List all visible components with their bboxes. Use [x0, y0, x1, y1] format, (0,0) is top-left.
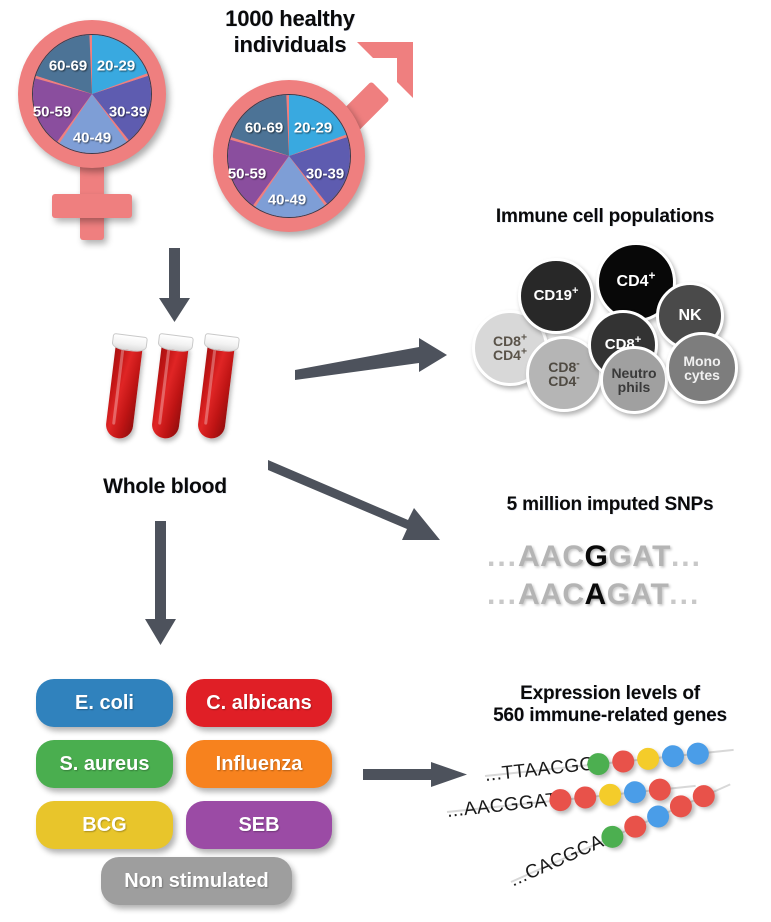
expression-heading: Expression levels of 560 immune-related …: [450, 683, 770, 728]
blood-tube: [196, 333, 240, 440]
expression-heading-line1: Expression levels of: [520, 683, 700, 704]
snp-right-bases: GAT: [608, 540, 671, 573]
tube-highlight: [112, 348, 125, 425]
immune-cell-heading: Immune cell populations: [495, 206, 715, 227]
stimulus-box-influenza[interactable]: Influenza: [186, 740, 332, 788]
snp-suffix-dots: ...: [669, 578, 701, 611]
tube-highlight: [158, 348, 171, 425]
arrow-blood-to-stimuli: [145, 521, 176, 645]
blood-tube-body: [104, 342, 143, 440]
stimulus-box-c-albicans[interactable]: C. albicans: [186, 679, 332, 727]
page-title-line1: 1000 healthy: [225, 6, 355, 31]
strand-bead: [660, 744, 686, 769]
male-age-pie-chart: [227, 94, 351, 218]
stimulus-box-seb[interactable]: SEB: [186, 801, 332, 849]
snp-right-bases: GAT: [606, 578, 670, 611]
immune-cell-cd8neg-cd4neg: CD8- CD4-: [526, 336, 602, 412]
snp-variant-base: G: [584, 540, 609, 573]
snp-prefix-dots: ...: [487, 540, 519, 573]
female-symbol-crossbar: [52, 194, 132, 218]
strand-sequence: ...TTAACGG: [483, 753, 596, 786]
page-title: 1000 healthy individuals: [175, 6, 405, 58]
strand-bead: [643, 801, 673, 832]
immune-cell-cd19pos: CD19+: [518, 258, 594, 334]
blood-tube: [150, 333, 194, 440]
strand-bead: [689, 781, 719, 811]
expression-heading-line2: 560 immune-related genes: [493, 705, 727, 727]
stimulus-box-bcg[interactable]: BCG: [36, 801, 173, 849]
immune-cell-neutrophils: Neutro phils: [600, 346, 668, 414]
strand-bead: [611, 749, 636, 774]
cell-label-line2: CD4-: [548, 372, 580, 389]
strand-bead: [685, 741, 710, 766]
blood-tube-body: [150, 342, 189, 440]
snp-left-bases: AAC: [518, 540, 585, 573]
snp-variant-base: A: [584, 578, 607, 611]
strand-bead: [573, 785, 598, 810]
cell-label-line1: Mono: [683, 352, 721, 369]
snp-suffix-dots: ...: [670, 540, 702, 573]
cell-label-line1: CD8-: [548, 358, 580, 375]
gene-expression-strands: ...TTAACGG ...AACGGAT ...CACGCAA: [445, 741, 771, 905]
strand-bead: [666, 791, 696, 821]
whole-blood-label: Whole blood: [103, 475, 227, 498]
immune-cell-monocytes: Mono cytes: [666, 332, 738, 404]
cell-label: CD4+: [616, 268, 656, 290]
cell-label-line2: cytes: [684, 367, 720, 383]
strand-bead: [636, 746, 661, 771]
strand-bead: [620, 812, 650, 842]
strand-bead: [598, 782, 623, 807]
snp-sequence-row-2: ...AACAGAT...: [487, 578, 700, 612]
stimulus-box-s-aureus[interactable]: S. aureus: [36, 740, 173, 788]
strand-sequence: ...AACGGAT: [445, 789, 559, 822]
whole-blood-tubes: [100, 333, 290, 446]
immune-cell-cluster: CD8+ CD4+ CD19+ CD8- CD4- CD4+ CD8+ Neut…: [470, 240, 760, 415]
cell-label-line1: Neutro: [611, 364, 657, 381]
stimulus-box-non-stimulated[interactable]: Non stimulated: [101, 857, 292, 905]
blood-tube: [104, 333, 148, 440]
cell-label: CD19+: [533, 285, 579, 305]
snp-left-bases: AAC: [518, 578, 585, 611]
strand-bead: [622, 780, 648, 805]
snp-sequence-row-1: ...AACGGAT...: [487, 540, 702, 574]
blood-tube-body: [196, 342, 235, 440]
female-gender-symbol: 20-29 30-39 40-49 50-59 60-69: [8, 14, 193, 240]
female-age-pie-chart: [32, 34, 152, 154]
snp-prefix-dots: ...: [487, 578, 519, 611]
cell-label: NK: [678, 306, 702, 324]
male-gender-symbol: 20-29 30-39 40-49 50-59 60-69: [205, 40, 420, 245]
cell-label-line2: CD4+: [492, 346, 528, 363]
snps-heading: 5 million imputed SNPs: [506, 494, 714, 515]
cell-label-line2: phils: [617, 379, 651, 395]
tube-highlight: [204, 348, 217, 425]
page-title-line2: individuals: [233, 31, 347, 57]
arrow-blood-to-snps: [268, 460, 440, 540]
cell-label-line1: CD8+: [492, 332, 528, 349]
arrow-blood-to-immune: [295, 338, 447, 380]
stimulus-box-e-coli[interactable]: E. coli: [36, 679, 173, 727]
arrow-stimuli-to-expression: [363, 762, 467, 787]
arrow-cohort-to-blood: [159, 248, 190, 322]
